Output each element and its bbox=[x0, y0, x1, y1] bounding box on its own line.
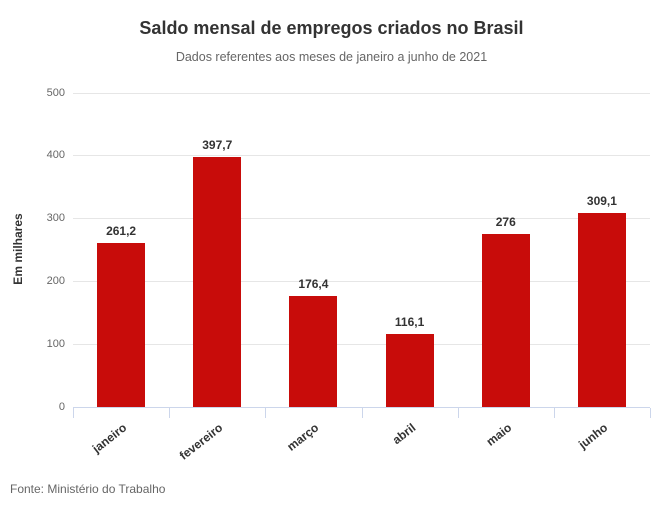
bar-value-label: 276 bbox=[495, 214, 516, 229]
x-category-label: fevereiro bbox=[176, 420, 226, 463]
x-category-label: março bbox=[284, 420, 322, 454]
bar-value-label: 116,1 bbox=[394, 315, 425, 330]
x-category-label: janeiro bbox=[89, 420, 130, 456]
bar-março bbox=[289, 296, 338, 407]
y-tick-label: 100 bbox=[46, 337, 65, 350]
x-axis-tick bbox=[361, 408, 363, 418]
x-category-label: abril bbox=[389, 420, 418, 448]
bar-maio bbox=[481, 233, 530, 407]
bar-fevereiro bbox=[193, 157, 242, 407]
y-gridline bbox=[73, 155, 650, 157]
bar-value-label: 309,1 bbox=[586, 193, 617, 208]
y-gridline bbox=[73, 92, 650, 94]
x-axis-tick bbox=[73, 408, 74, 418]
x-axis-line bbox=[73, 407, 650, 408]
source-note: Fonte: Ministério do Trabalho bbox=[10, 482, 166, 496]
y-tick-label: 500 bbox=[46, 86, 65, 99]
x-axis-tick bbox=[169, 408, 171, 418]
bar-janeiro bbox=[97, 242, 146, 407]
y-tick-label: 300 bbox=[46, 212, 65, 225]
x-axis-tick bbox=[553, 408, 555, 418]
y-tick-label: 400 bbox=[46, 149, 65, 162]
x-axis-tick bbox=[265, 408, 267, 418]
y-tick-label: 0 bbox=[58, 400, 65, 413]
y-axis-title: Em milhares bbox=[11, 213, 25, 285]
bar-junho bbox=[577, 212, 626, 407]
x-category-label: maio bbox=[483, 420, 515, 449]
y-gridline bbox=[73, 343, 650, 345]
bar-value-label: 176,4 bbox=[298, 277, 329, 292]
y-tick-label: 200 bbox=[46, 274, 65, 287]
chart-title: Saldo mensal de empregos criados no Bras… bbox=[139, 18, 524, 38]
bar-value-label: 397,7 bbox=[202, 138, 233, 153]
bar-value-label: 261,2 bbox=[106, 223, 137, 238]
x-axis-tick bbox=[650, 408, 651, 418]
chart-subtitle: Dados referentes aos meses de janeiro a … bbox=[175, 50, 488, 64]
x-category-label: junho bbox=[575, 420, 611, 452]
x-axis-tick bbox=[457, 408, 459, 418]
y-gridline bbox=[73, 218, 650, 220]
y-gridline bbox=[73, 280, 650, 282]
bar-abril bbox=[385, 334, 434, 407]
